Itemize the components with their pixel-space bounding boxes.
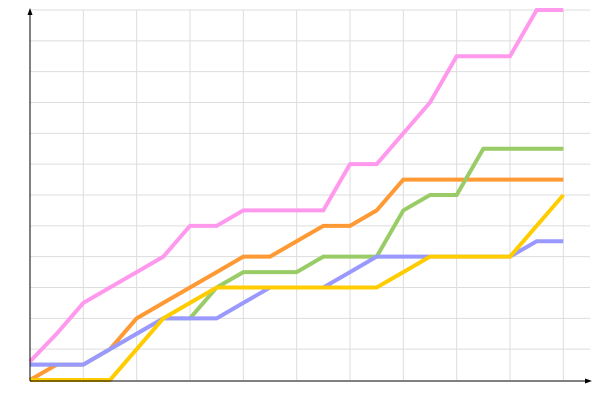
grid [30,9,590,380]
y-axis-arrow [27,8,33,15]
series-line [28,177,564,382]
series-line [30,193,565,382]
x-axis-arrow [585,378,592,384]
series-line [28,8,564,363]
lines [28,8,565,382]
